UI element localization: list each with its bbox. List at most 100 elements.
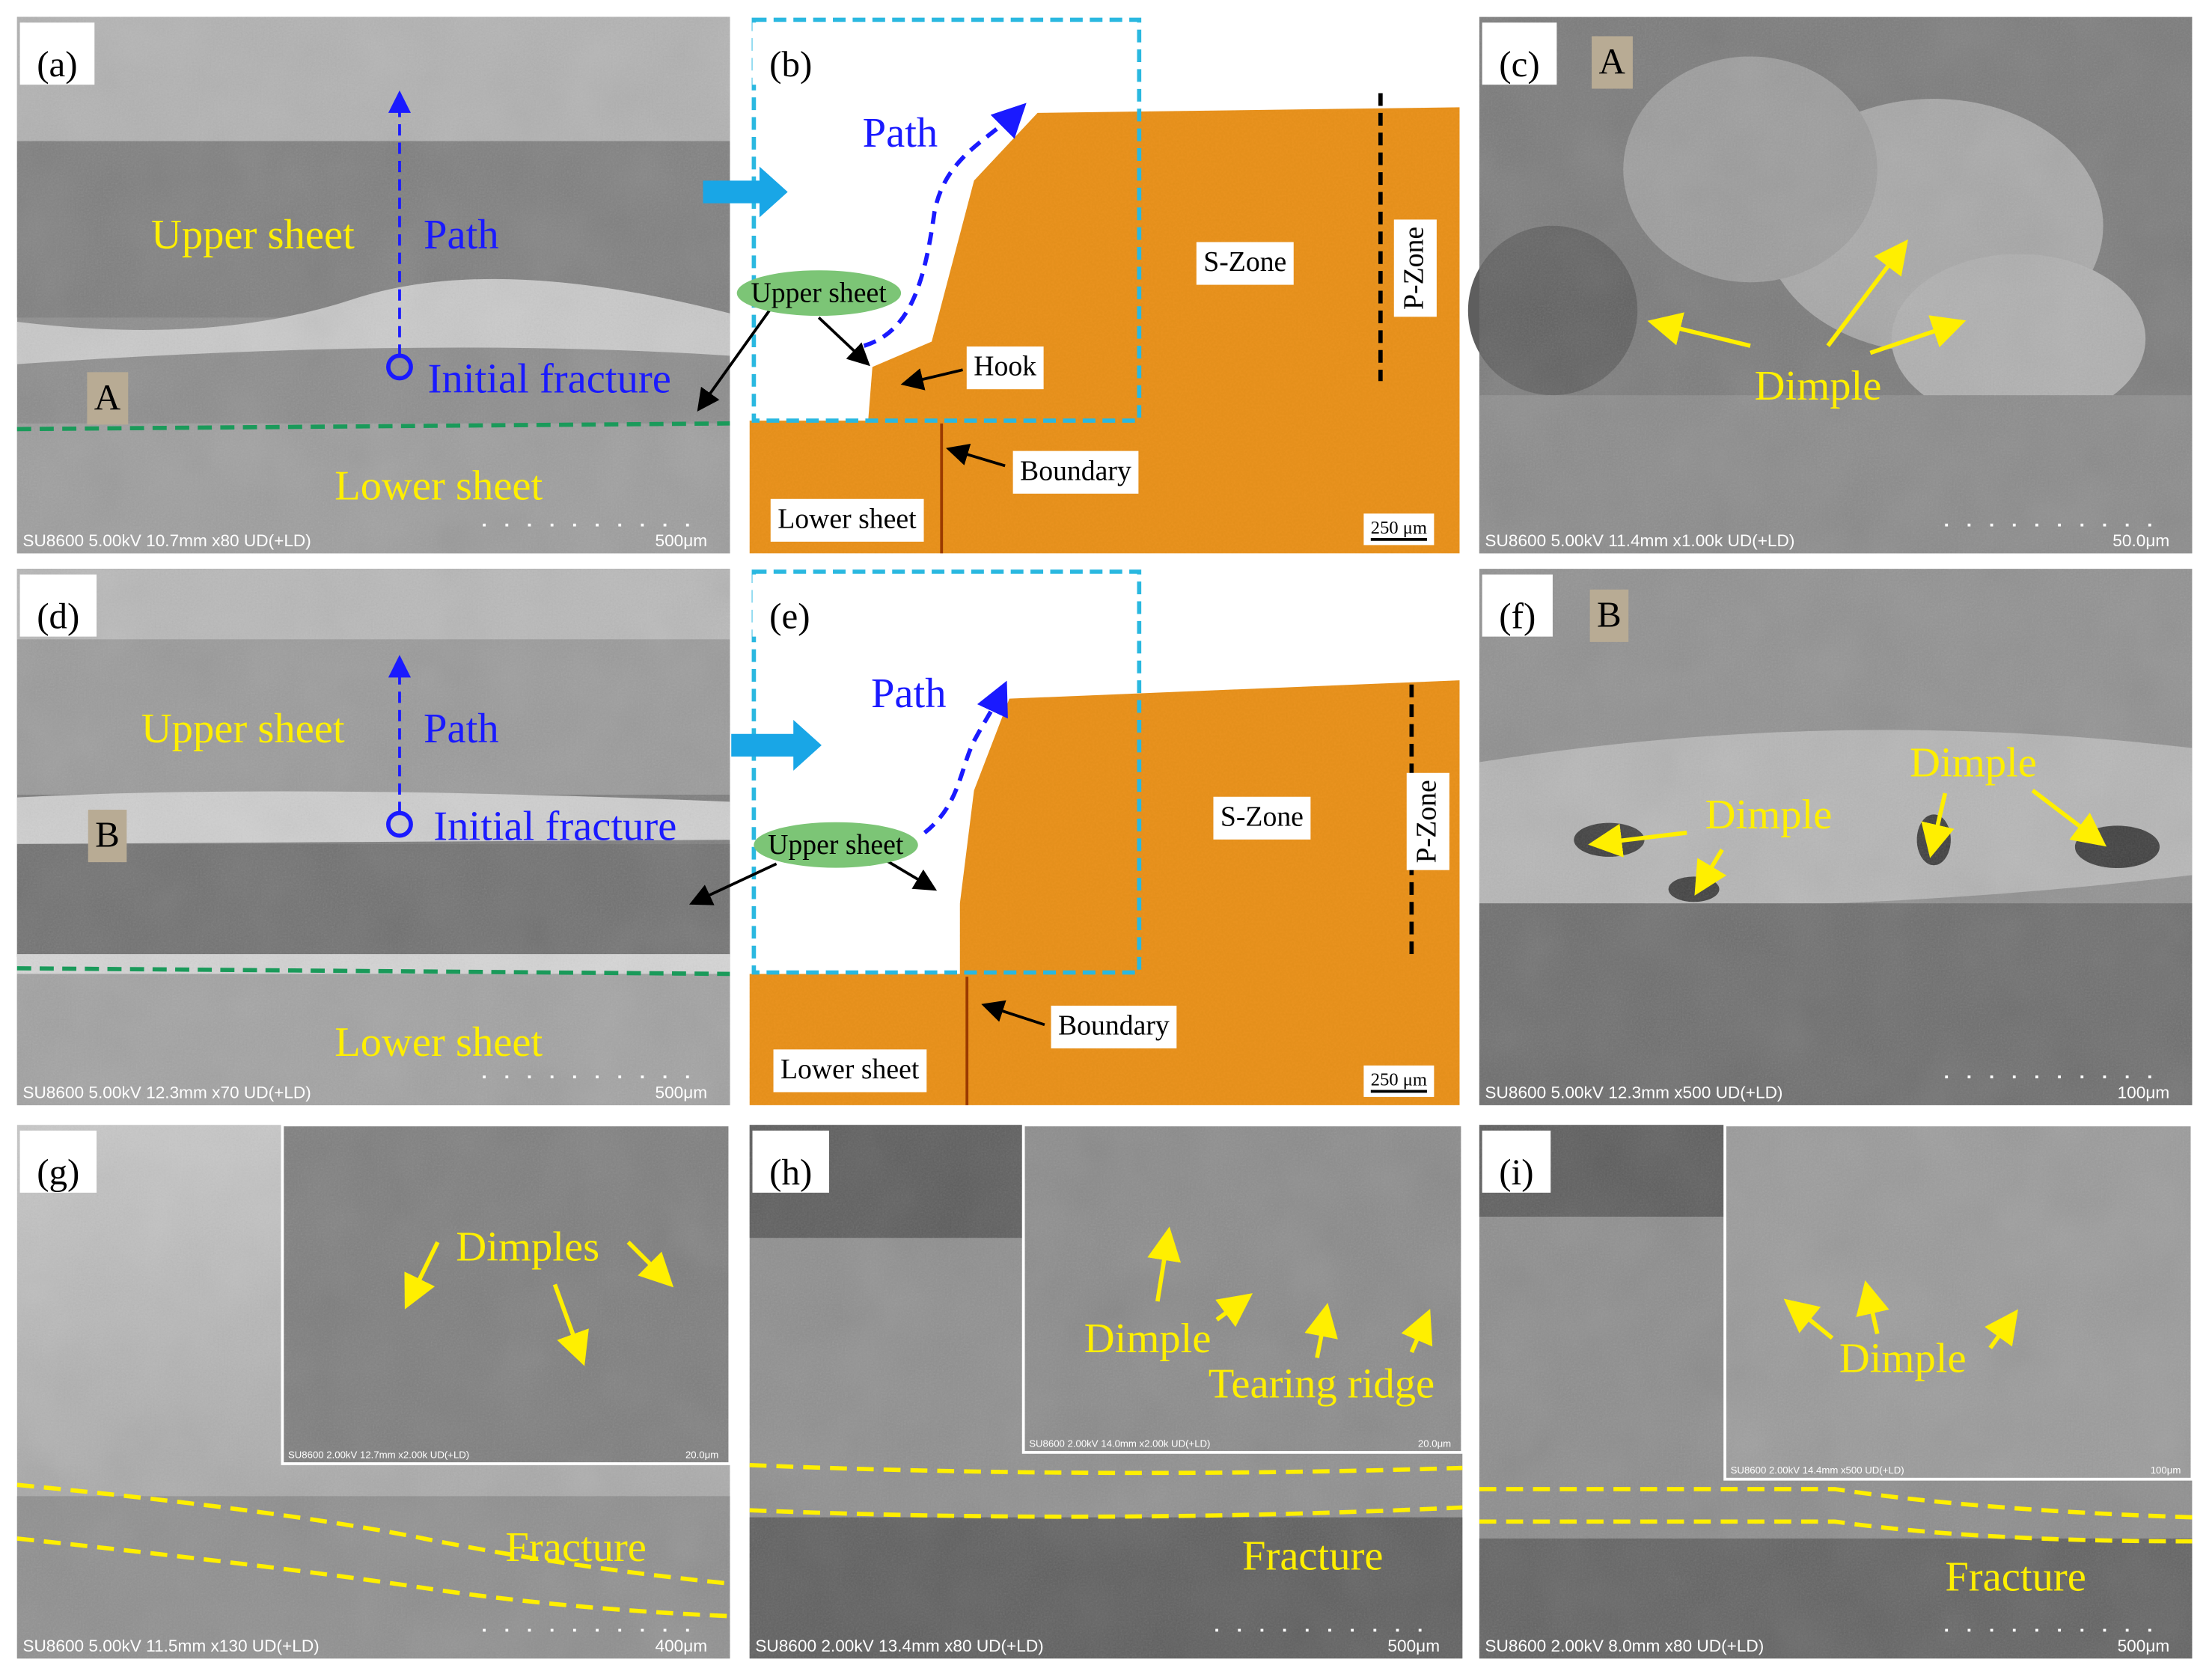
panel-label: (g) xyxy=(37,1151,79,1192)
shape xyxy=(882,857,938,891)
annotation: Upper sheet xyxy=(768,829,904,861)
annotation: Dimple xyxy=(1910,739,2037,786)
annotation: Path xyxy=(863,110,938,156)
shape xyxy=(1826,239,1908,347)
blotch xyxy=(16,1125,730,1659)
shape xyxy=(1869,315,1967,355)
overlays xyxy=(16,17,2193,1619)
annotation: P-Zone xyxy=(1411,780,1442,863)
blotch xyxy=(1479,569,2193,1105)
shape xyxy=(749,1463,1463,1476)
blotch xyxy=(1479,1125,2193,1659)
label-box xyxy=(1051,1005,1177,1048)
annotation: Dimple xyxy=(1839,1335,1967,1381)
shape xyxy=(1304,1303,1338,1359)
shape xyxy=(16,966,730,977)
label-box xyxy=(736,270,902,317)
shape xyxy=(688,862,777,905)
annotation: Tearing ridge xyxy=(1209,1360,1435,1407)
shape xyxy=(16,1536,730,1619)
annotation: B xyxy=(1597,593,1622,635)
panel-label: (b) xyxy=(769,43,812,85)
scale-bar: 500μm xyxy=(2118,1637,2170,1655)
label-box xyxy=(19,574,97,637)
scale-bar: 500μm xyxy=(656,531,708,550)
scale-bar: 250 μm xyxy=(1371,518,1427,538)
shape xyxy=(749,1505,1463,1519)
shape xyxy=(1985,1309,2018,1349)
blotch xyxy=(1479,16,2193,554)
label-box xyxy=(1406,772,1449,870)
panel-label: (f) xyxy=(1499,595,1536,636)
annotation: Initial fracture xyxy=(428,355,671,402)
shape xyxy=(552,1283,589,1366)
inset-frame xyxy=(1723,1123,2194,1481)
sem-footer: SU8600 5.00kV 10.7mm x80 UD(+LD) xyxy=(22,531,311,550)
shape xyxy=(16,421,730,432)
annotation: Lower sheet xyxy=(334,463,543,510)
panel-label: (c) xyxy=(1499,43,1539,85)
sem-footer: SU8600 2.00kV 8.0mm x80 UD(+LD) xyxy=(1485,1637,1764,1655)
shape xyxy=(386,810,413,838)
scale-bar: 50.0μm xyxy=(2112,531,2169,550)
inset-footer: SU8600 2.00kV 14.4mm x500 UD(+LD) xyxy=(1731,1464,1904,1476)
label-box xyxy=(1589,589,1629,642)
annotation: Dimple xyxy=(1755,363,1882,409)
texture xyxy=(16,16,2193,1659)
shape xyxy=(1856,1280,1889,1335)
inset-footer: SU8600 2.00kV 14.0mm x2.00k UD(+LD) xyxy=(1029,1438,1210,1449)
shape xyxy=(1215,1293,1253,1328)
label-box xyxy=(1482,1130,1551,1193)
shape xyxy=(1783,1298,1834,1340)
label-box xyxy=(773,1049,927,1093)
label-box xyxy=(966,346,1044,390)
label-box xyxy=(1393,219,1437,317)
shape xyxy=(1647,312,1751,348)
shape xyxy=(16,1482,730,1586)
label-box xyxy=(87,372,129,425)
annotation: Path xyxy=(871,670,947,717)
label-box xyxy=(19,22,95,85)
annotation: Lower sheet xyxy=(334,1019,543,1066)
inset-scale-bar: 20.0μm xyxy=(685,1449,718,1460)
panel-label: (i) xyxy=(1499,1151,1533,1192)
shape xyxy=(16,1463,2193,1619)
scale-bar: 500μm xyxy=(656,1083,708,1102)
shape xyxy=(386,353,413,381)
annotation: S-Zone xyxy=(1203,246,1286,278)
label-box xyxy=(1196,242,1294,285)
annotation: Upper sheet xyxy=(141,706,345,752)
sem-footer: SU8600 5.00kV 12.3mm x70 UD(+LD) xyxy=(22,1083,311,1102)
scale-bar: 400μm xyxy=(656,1637,708,1655)
annotation: Path xyxy=(424,212,499,258)
sem-footer: SU8600 5.00kV 11.5mm x130 UD(+LD) xyxy=(22,1637,319,1655)
annotation: Dimples xyxy=(456,1224,599,1270)
scale-bar: 100μm xyxy=(2118,1083,2170,1102)
shape xyxy=(1479,1519,2193,1544)
annotation: P-Zone xyxy=(1398,227,1429,310)
panel-label: (d) xyxy=(37,595,79,636)
shape xyxy=(626,1240,674,1288)
annotation: Lower sheet xyxy=(777,503,917,534)
shape xyxy=(404,239,2107,1366)
shape xyxy=(981,1000,1045,1027)
annotation: Boundary xyxy=(1020,455,1131,486)
scale-bar: 250 μm xyxy=(1371,1069,1427,1090)
shape xyxy=(703,166,788,218)
annotation: Lower sheet xyxy=(780,1054,920,1085)
shape xyxy=(900,368,963,391)
annotation: Boundary xyxy=(1058,1010,1170,1042)
annotation: Fracture xyxy=(1945,1554,2086,1601)
annotation: Dimple xyxy=(1084,1316,1212,1362)
label-box xyxy=(770,498,924,542)
shape xyxy=(1401,1308,1433,1354)
shape xyxy=(688,309,1045,1027)
annotation: B xyxy=(95,814,120,855)
annotation: Dimple xyxy=(1705,792,1833,838)
shape xyxy=(751,17,1142,423)
shape xyxy=(697,309,771,412)
shape xyxy=(1921,792,1955,858)
annotation: Initial fracture xyxy=(433,803,676,849)
label-box xyxy=(1482,22,1557,85)
